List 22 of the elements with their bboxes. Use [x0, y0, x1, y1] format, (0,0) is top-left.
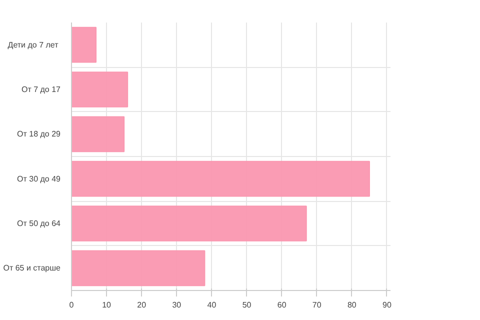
x-tick-label: 90 — [382, 300, 392, 310]
x-tick-label: 80 — [347, 300, 357, 310]
bar — [72, 250, 206, 286]
y-tick-label: От 50 до 64 — [17, 219, 62, 228]
x-tick-label: 0 — [69, 300, 74, 310]
x-tick-label: 20 — [137, 300, 147, 310]
y-tick-label: От 18 до 29 — [17, 130, 62, 139]
y-tick-label: От 65 и старше — [3, 264, 62, 273]
bar — [72, 160, 370, 197]
bar — [72, 206, 307, 242]
x-tick-label: 30 — [172, 300, 182, 310]
y-tick-label: Дети до 7 лет — [8, 40, 59, 50]
y-tick-label: От 7 до 17 — [21, 85, 62, 94]
x-tick-label: 50 — [242, 300, 252, 310]
bar — [72, 26, 97, 63]
x-tick-label: 70 — [312, 300, 322, 310]
bar — [72, 72, 128, 108]
x-tick-label: 10 — [102, 300, 112, 310]
y-tick-label: От 30 до 49 — [17, 174, 62, 184]
x-tick-label: 40 — [207, 300, 217, 310]
x-tick-label: 60 — [277, 300, 287, 310]
bar — [72, 116, 125, 152]
